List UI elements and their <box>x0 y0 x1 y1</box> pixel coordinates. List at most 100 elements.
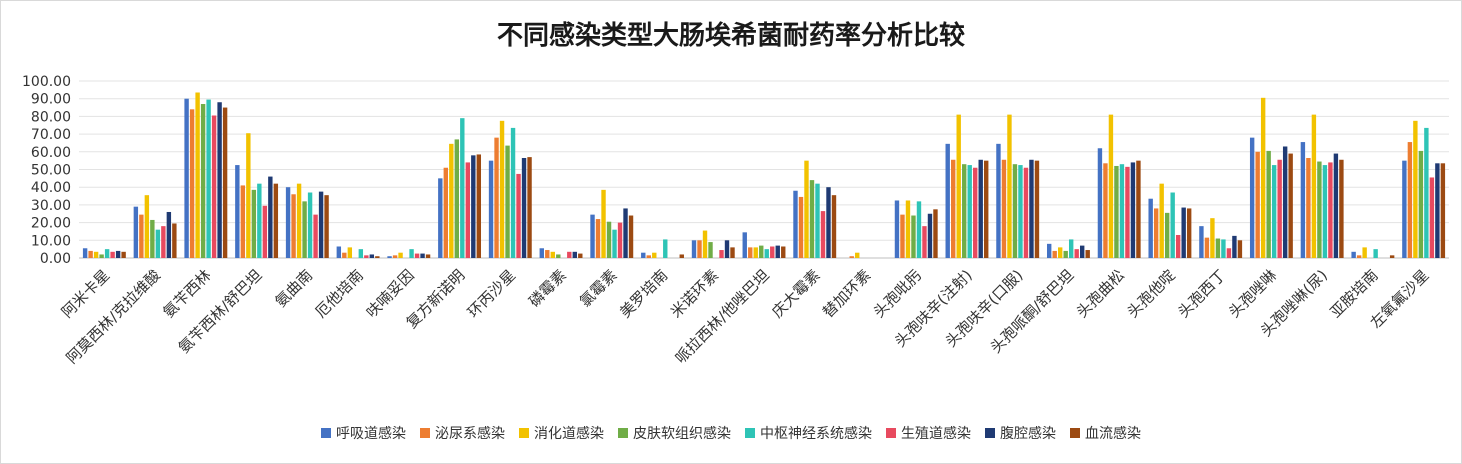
bar <box>251 189 257 258</box>
bar <box>195 92 200 258</box>
x-tick-label: 美罗培南 <box>616 266 671 321</box>
bar <box>240 185 246 258</box>
bar <box>510 127 516 258</box>
bar <box>933 209 938 258</box>
bar <box>246 133 251 258</box>
y-tick-label: 40.00 <box>31 180 71 196</box>
x-tick-label: 哌拉西林/他唑巴坦 <box>672 266 773 367</box>
bar <box>572 251 577 258</box>
bar <box>1435 163 1440 258</box>
bar <box>465 162 471 258</box>
legend-swatch <box>1070 428 1080 438</box>
bar <box>211 115 217 258</box>
bar <box>617 222 623 258</box>
bar <box>398 252 403 258</box>
bar <box>1362 247 1367 258</box>
bar <box>438 178 443 258</box>
bar <box>697 240 702 258</box>
x-tick-label: 磷霉素 <box>525 266 570 311</box>
bar <box>262 205 268 258</box>
bar <box>93 251 99 258</box>
bar <box>1204 237 1210 258</box>
legend-label: 血流感染 <box>1085 426 1141 442</box>
bar <box>460 118 465 258</box>
bar <box>753 247 758 258</box>
y-tick-label: 10.00 <box>31 233 71 249</box>
bar <box>425 254 431 258</box>
bar <box>798 196 804 258</box>
bar <box>719 250 724 258</box>
bar <box>1260 97 1266 258</box>
legend-entry: 生殖道感染 <box>886 423 971 443</box>
bar <box>443 167 449 258</box>
bar <box>1079 245 1085 258</box>
bar <box>1356 255 1362 258</box>
bar <box>1001 159 1007 258</box>
legend: 呼吸道感染 泌尿系感染 消化道感染 皮肤软组织感染 中枢神经系统感染 生殖道感染 腹腔感染 血… <box>1 423 1461 443</box>
y-tick-label: 100.00 <box>22 74 71 90</box>
bar <box>184 98 189 258</box>
legend-entry: 呼吸道感染 <box>321 423 406 443</box>
bar <box>155 229 161 258</box>
bar <box>364 255 369 258</box>
bar <box>831 195 837 258</box>
y-tick-label: 70.00 <box>31 127 71 143</box>
bar <box>1085 250 1090 258</box>
legend-label: 皮肤软组织感染 <box>633 426 731 442</box>
bar <box>273 183 279 258</box>
legend-label: 消化道感染 <box>534 426 604 442</box>
bar <box>200 104 206 258</box>
bar <box>1068 239 1074 258</box>
bar <box>387 256 392 258</box>
bar <box>1029 159 1034 258</box>
bar <box>679 254 684 258</box>
bar <box>1300 142 1306 258</box>
bar <box>235 165 240 258</box>
bar <box>217 102 222 259</box>
bar <box>1097 148 1103 258</box>
legend-entry: 中枢神经系统感染 <box>745 423 872 443</box>
bar <box>342 252 347 258</box>
bar <box>945 143 950 258</box>
bar <box>88 250 93 258</box>
bar <box>296 183 302 258</box>
bar <box>984 160 989 258</box>
bar <box>962 164 967 258</box>
y-tick-label: 80.00 <box>31 109 71 125</box>
bar <box>1407 142 1413 258</box>
legend-label: 中枢神经系统感染 <box>760 426 872 442</box>
bar <box>730 247 735 258</box>
y-tick-label: 90.00 <box>31 92 71 108</box>
bar <box>1255 151 1260 258</box>
bar <box>601 189 606 258</box>
legend-label: 呼吸道感染 <box>336 426 406 442</box>
bar <box>1413 120 1418 258</box>
legend-label: 腹腔感染 <box>1000 426 1056 442</box>
y-tick-label: 0.00 <box>40 251 71 267</box>
y-tick-label: 30.00 <box>31 198 71 214</box>
bar <box>905 200 911 258</box>
bar <box>420 253 425 258</box>
bar <box>144 195 150 258</box>
bar <box>115 250 121 258</box>
x-tick-label: 环丙沙星 <box>464 266 519 321</box>
bar <box>545 250 550 258</box>
bar <box>257 183 262 258</box>
bar <box>1012 164 1018 258</box>
bar <box>1023 167 1029 258</box>
bar <box>1311 114 1317 258</box>
bar <box>104 249 110 258</box>
bar <box>1148 198 1153 258</box>
legend-swatch <box>886 428 896 438</box>
bar <box>804 160 809 258</box>
bar <box>347 247 353 258</box>
legend-entry: 消化道感染 <box>519 423 604 443</box>
legend-swatch <box>985 428 995 438</box>
bar <box>505 145 510 258</box>
bar <box>691 240 697 258</box>
bar <box>1424 127 1429 258</box>
bar <box>307 192 313 258</box>
bar <box>1271 165 1277 258</box>
bar <box>121 251 126 258</box>
